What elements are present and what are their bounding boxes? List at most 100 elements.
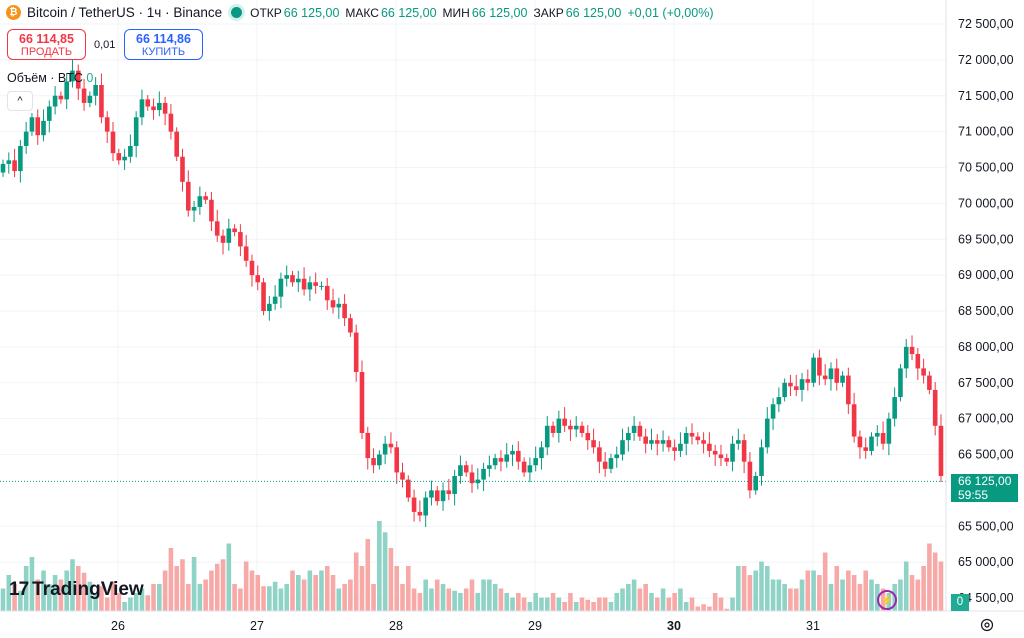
- volume-bar: [162, 570, 168, 611]
- candle-body: [649, 440, 654, 444]
- candle-body: [440, 490, 446, 502]
- candle-body: [382, 443, 388, 455]
- candle-body: [295, 278, 301, 283]
- tradingview-logo[interactable]: 17 TradingView: [9, 579, 144, 601]
- candle-body: [631, 425, 637, 433]
- candle-body: [799, 379, 805, 390]
- volume-bar: [504, 593, 510, 611]
- volume-bar: [712, 593, 718, 611]
- volume-bar: [122, 602, 127, 611]
- volume-bar: [516, 593, 521, 611]
- high-value: 66 125,00: [380, 5, 437, 20]
- change-value: +0,01 (+0,00%): [627, 5, 714, 20]
- volume-bar: [388, 548, 394, 611]
- candle-body: [406, 479, 411, 498]
- volume-legend[interactable]: Объём · BTC 0: [7, 71, 93, 85]
- symbol-title[interactable]: Bitcoin / TetherUS · 1ч · Binance: [27, 5, 223, 20]
- candle-body: [788, 382, 793, 387]
- volume-bar: [724, 608, 730, 611]
- volume-bar: [243, 561, 249, 611]
- candle-body: [446, 490, 452, 494]
- volume-bar: [492, 584, 498, 611]
- volume-bar: [643, 584, 648, 611]
- candle-body: [290, 275, 295, 283]
- volume-bar: [365, 539, 371, 611]
- candle-body: [52, 95, 58, 107]
- candle-body: [185, 181, 191, 211]
- price-axis[interactable]: 72 500,00 72 000,00 71 500,00 71 000,00 70 5…: [958, 17, 1014, 605]
- candle-body: [828, 368, 834, 380]
- volume-bar: [851, 575, 857, 611]
- candle-body: [174, 131, 179, 157]
- volume-bar: [539, 597, 544, 611]
- candle-body: [278, 278, 284, 297]
- volume-bar: [678, 588, 683, 611]
- candle-body: [58, 95, 64, 100]
- candle-body: [452, 476, 457, 494]
- candle-body: [660, 440, 666, 444]
- candle-body: [533, 458, 538, 466]
- candle-body: [753, 476, 758, 491]
- candle-body: [562, 418, 567, 426]
- volume-bar: [620, 588, 625, 611]
- candle-body: [921, 368, 926, 376]
- candle-body: [597, 447, 602, 462]
- volume-bar: [822, 552, 828, 611]
- volume-bar: [846, 570, 851, 611]
- candle-body: [348, 318, 353, 333]
- volume-bar: [336, 588, 342, 611]
- last-price-value: 66 125,00: [958, 474, 1012, 488]
- time-axis[interactable]: 26 27 28 29 30 31: [111, 619, 820, 633]
- volume-bar: [840, 579, 845, 611]
- candle-body: [12, 160, 17, 172]
- candle-body: [220, 235, 226, 243]
- candle-body: [898, 368, 903, 398]
- volume-bar: [23, 566, 29, 611]
- volume-bar: [556, 597, 562, 611]
- volume-bar: [301, 579, 307, 611]
- candle-body: [793, 386, 799, 390]
- candle-body: [620, 440, 625, 455]
- candle-body: [683, 432, 689, 444]
- volume-bar: [284, 584, 290, 611]
- candle-body: [764, 418, 770, 448]
- volume-bar: [307, 570, 313, 611]
- collapse-legend-button[interactable]: ^: [7, 91, 33, 111]
- volume-value: 0: [86, 71, 94, 85]
- candle-body: [846, 375, 851, 405]
- candle-body: [267, 303, 272, 311]
- volume-bar: [377, 521, 382, 611]
- candle-body: [556, 418, 562, 433]
- lightning-icon[interactable]: ⚡: [877, 590, 897, 610]
- candle-body: [191, 206, 197, 211]
- candle-body: [342, 303, 347, 319]
- volume-bar: [857, 584, 863, 611]
- volume-bar: [29, 557, 35, 611]
- sell-price: 66 114,85: [19, 32, 74, 46]
- market-status-icon[interactable]: [231, 7, 243, 18]
- candle-body: [301, 278, 307, 290]
- volume-bar: [52, 575, 58, 611]
- buy-button[interactable]: 66 114,86 КУПИТЬ: [124, 29, 203, 60]
- candle-body: [226, 228, 232, 243]
- volume-bar: [626, 584, 631, 611]
- low-label: МИН: [442, 5, 470, 20]
- sell-button[interactable]: 66 114,85 ПРОДАТЬ: [7, 29, 86, 60]
- time-tick-label: 28: [389, 619, 403, 633]
- volume-bar: [35, 579, 41, 611]
- candle-body: [608, 458, 614, 469]
- candle-body: [487, 465, 492, 469]
- candle-body: [272, 296, 278, 304]
- candle-body: [516, 450, 521, 462]
- candle-body: [782, 382, 787, 398]
- volume-bar: [469, 579, 475, 611]
- candle-body: [87, 95, 93, 103]
- volume-bar: [75, 566, 81, 611]
- candle-body: [770, 404, 776, 419]
- volume-bar: [631, 579, 637, 611]
- price-tick-label: 72 500,00: [958, 17, 1014, 31]
- settings-icon[interactable]: [979, 617, 995, 633]
- candle-body: [116, 153, 122, 161]
- candle-body: [18, 145, 23, 172]
